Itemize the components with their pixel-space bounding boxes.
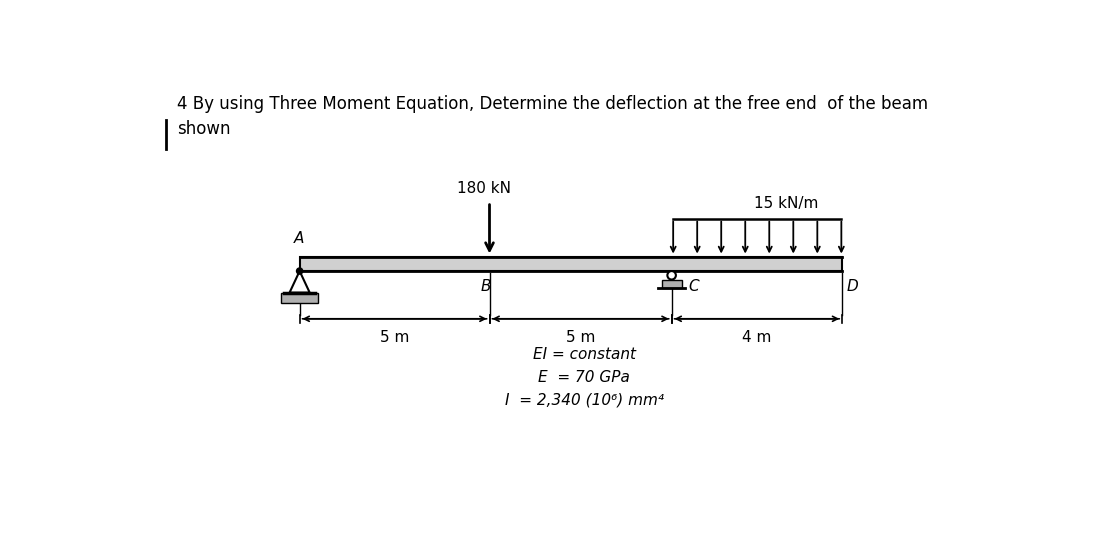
Text: E  = 70 GPa: E = 70 GPa: [539, 370, 631, 385]
Text: 5 m: 5 m: [380, 330, 410, 346]
Text: 15 kN/m: 15 kN/m: [754, 196, 819, 211]
Text: D: D: [846, 279, 858, 294]
Text: shown: shown: [177, 120, 231, 138]
Bar: [300, 257, 842, 271]
Text: 180 kN: 180 kN: [457, 181, 511, 195]
Text: I  = 2,340 (10⁶) mm⁴: I = 2,340 (10⁶) mm⁴: [505, 392, 664, 408]
Text: A: A: [293, 231, 303, 246]
Text: 4 m: 4 m: [742, 330, 772, 346]
Text: EI = constant: EI = constant: [533, 347, 636, 362]
Circle shape: [667, 271, 676, 279]
Text: 4 By using Three Moment Equation, Determine the deflection at the free end  of t: 4 By using Three Moment Equation, Determ…: [177, 95, 929, 113]
Text: 5 m: 5 m: [566, 330, 596, 346]
Bar: [281, 293, 319, 304]
Bar: [661, 279, 682, 288]
Polygon shape: [289, 271, 310, 293]
Circle shape: [297, 268, 302, 274]
Text: C: C: [688, 279, 699, 294]
Text: B: B: [481, 279, 491, 294]
